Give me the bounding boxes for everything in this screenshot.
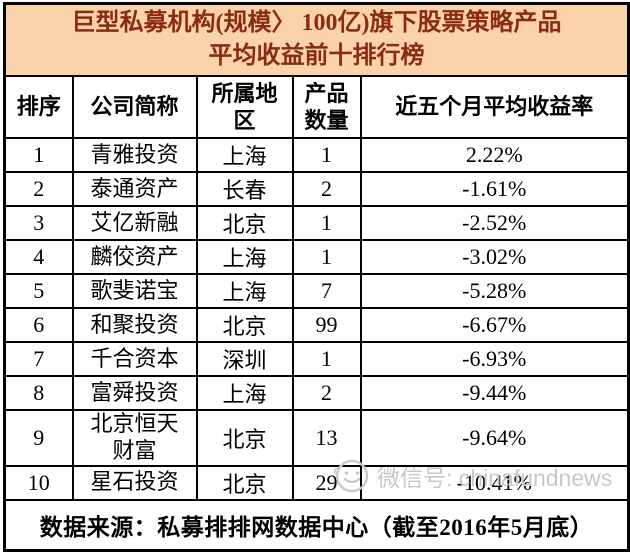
table-row: 10 星石投资 北京 29 -10.41% <box>3 464 630 501</box>
table-row: 6 和聚投资 北京 99 -6.67% <box>3 307 630 343</box>
company-name: 千合资本 <box>90 345 179 371</box>
company-name: 北京恒天财富 <box>90 411 179 463</box>
company-name: 星石投资 <box>90 469 179 495</box>
count-cell: 2 <box>291 375 362 411</box>
return-cell: -2.52% <box>359 205 630 241</box>
ranking-table: 巨型私募机构(规模〉 100亿)旗下股票策略产品 平均收益前十排行榜 排序 公司… <box>3 2 630 552</box>
column-header-count: 产品数量 <box>291 75 362 139</box>
company-cell: 和聚投资 <box>71 307 198 343</box>
count-cell: 7 <box>291 273 362 309</box>
count-cell: 2 <box>291 171 362 207</box>
count-cell: 99 <box>291 307 362 343</box>
region-cell: 北京 <box>195 205 294 241</box>
company-cell: 富舜投资 <box>71 375 198 411</box>
column-header-rank: 排序 <box>3 75 74 139</box>
rank-cell: 2 <box>3 171 74 207</box>
table-row: 8 富舜投资 上海 2 -9.44% <box>3 375 630 411</box>
company-cell: 星石投资 <box>71 464 198 501</box>
region-cell: 长春 <box>195 171 294 207</box>
table-row: 4 麟佼资产 上海 1 -3.02% <box>3 239 630 275</box>
table-row: 5 歌斐诺宝 上海 7 -5.28% <box>3 273 630 309</box>
company-name: 麟佼资产 <box>90 243 179 269</box>
rank-cell: 4 <box>3 239 74 275</box>
company-name: 艾亿新融 <box>90 209 179 235</box>
table-header-row: 排序 公司简称 所属地区 产品数量 近五个月平均收益率 <box>3 75 630 139</box>
company-cell: 泰通资产 <box>71 171 198 207</box>
data-source-note: 数据来源：私募排排网数据中心（截至2016年5月底） <box>3 498 630 552</box>
return-cell: -9.44% <box>359 375 630 411</box>
region-cell: 北京 <box>195 307 294 343</box>
table-title-line1: 巨型私募机构(规模〉 100亿)旗下股票策略产品 <box>71 9 562 36</box>
rank-cell: 10 <box>3 464 74 501</box>
count-cell: 1 <box>291 239 362 275</box>
company-name: 歌斐诺宝 <box>90 277 179 303</box>
return-cell: -1.61% <box>359 171 630 207</box>
count-cell: 1 <box>291 205 362 241</box>
return-cell: -9.64% <box>359 409 630 467</box>
rank-cell: 3 <box>3 205 74 241</box>
region-cell: 上海 <box>195 137 294 173</box>
rank-cell: 1 <box>3 137 74 173</box>
company-name: 富舜投资 <box>90 379 179 405</box>
return-cell: -3.02% <box>359 239 630 275</box>
company-cell: 北京恒天财富 <box>71 409 198 467</box>
column-header-count-label: 产品数量 <box>304 80 349 134</box>
rank-cell: 8 <box>3 375 74 411</box>
region-cell: 北京 <box>195 464 294 501</box>
rank-cell: 6 <box>3 307 74 343</box>
column-header-region-label: 所属地区 <box>211 80 278 134</box>
table-title: 巨型私募机构(规模〉 100亿)旗下股票策略产品 平均收益前十排行榜 <box>3 2 630 77</box>
return-cell: -5.28% <box>359 273 630 309</box>
company-cell: 千合资本 <box>71 341 198 377</box>
return-cell: -6.93% <box>359 341 630 377</box>
table-title-line2: 平均收益前十排行榜 <box>208 43 425 69</box>
region-cell: 北京 <box>195 409 294 467</box>
table-row: 1 青雅投资 上海 1 2.22% <box>3 137 630 173</box>
region-cell: 上海 <box>195 239 294 275</box>
column-header-region: 所属地区 <box>195 75 294 139</box>
column-header-company: 公司简称 <box>71 75 198 139</box>
rank-cell: 7 <box>3 341 74 377</box>
return-cell: -6.67% <box>359 307 630 343</box>
company-name: 和聚投资 <box>90 311 179 337</box>
company-name: 青雅投资 <box>90 141 179 167</box>
company-cell: 歌斐诺宝 <box>71 273 198 309</box>
company-cell: 青雅投资 <box>71 137 198 173</box>
table-title-row: 巨型私募机构(规模〉 100亿)旗下股票策略产品 平均收益前十排行榜 <box>3 2 630 77</box>
count-cell: 1 <box>291 137 362 173</box>
table-row: 2 泰通资产 长春 2 -1.61% <box>3 171 630 207</box>
column-header-return: 近五个月平均收益率 <box>359 75 630 139</box>
count-cell: 13 <box>291 409 362 467</box>
company-name: 泰通资产 <box>90 175 179 201</box>
rank-cell: 5 <box>3 273 74 309</box>
region-cell: 上海 <box>195 375 294 411</box>
return-cell: 2.22% <box>359 137 630 173</box>
company-cell: 麟佼资产 <box>71 239 198 275</box>
company-cell: 艾亿新融 <box>71 205 198 241</box>
return-cell: -10.41% <box>359 464 630 501</box>
table-row: 7 千合资本 深圳 1 -6.93% <box>3 341 630 377</box>
table-footer-row: 数据来源：私募排排网数据中心（截至2016年5月底） <box>3 498 630 552</box>
region-cell: 深圳 <box>195 341 294 377</box>
count-cell: 29 <box>291 464 362 501</box>
region-cell: 上海 <box>195 273 294 309</box>
rank-cell: 9 <box>3 409 74 467</box>
table-row: 9 北京恒天财富 北京 13 -9.64% <box>3 409 630 467</box>
table-row: 3 艾亿新融 北京 1 -2.52% <box>3 205 630 241</box>
count-cell: 1 <box>291 341 362 377</box>
ranking-table-sheet: 巨型私募机构(规模〉 100亿)旗下股票策略产品 平均收益前十排行榜 排序 公司… <box>3 2 630 552</box>
